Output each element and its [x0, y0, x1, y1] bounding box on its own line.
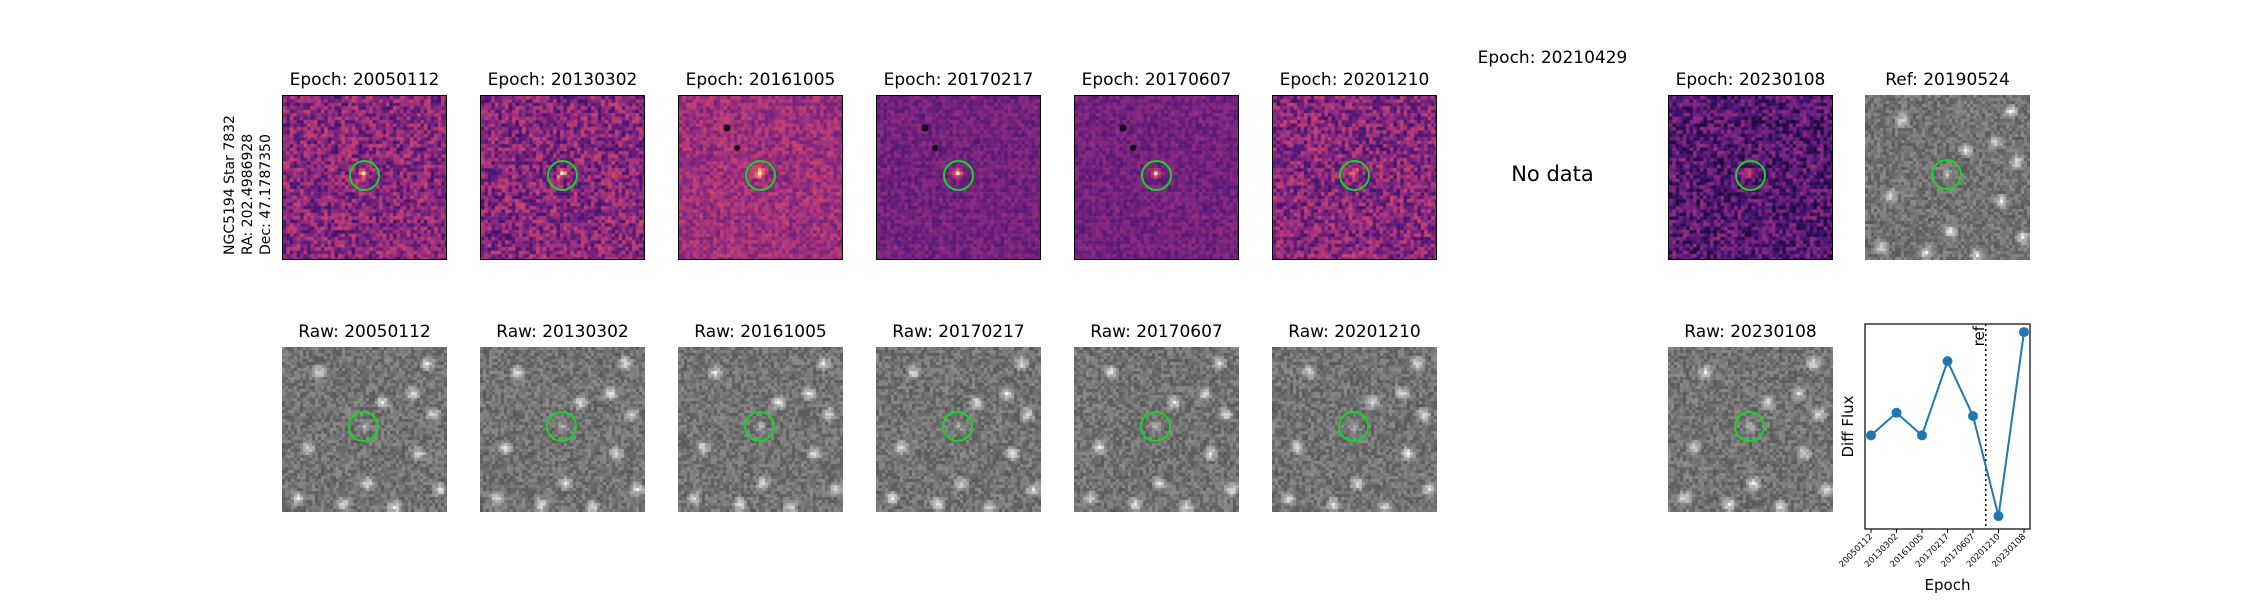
star-dec-text: Dec: 47.1787350	[258, 134, 274, 255]
diff-title-3: Epoch: 20161005	[685, 70, 836, 90]
raw-title-4: Raw: 20170217	[892, 322, 1025, 342]
target-circle	[745, 160, 776, 191]
raw-image-6	[1272, 347, 1437, 512]
star-name-text: NGC5194 Star 7832	[222, 115, 238, 255]
ref-image	[1865, 95, 2030, 260]
target-circle	[943, 160, 974, 191]
diff-image-5	[1074, 95, 1239, 260]
raw-title-7: Raw: 20230108	[1684, 322, 1817, 342]
diff-image-4	[876, 95, 1041, 260]
target-circle	[1931, 159, 1962, 190]
diff-image-1	[282, 95, 447, 260]
raw-image-2	[480, 347, 645, 512]
target-circle	[744, 411, 775, 442]
target-circle	[348, 411, 379, 442]
star-info-label: NGC5194 Star 7832 RA: 202.4986928 Dec: 4…	[222, 115, 274, 280]
raw-title-3: Raw: 20161005	[694, 322, 827, 342]
ref-title: Ref: 20190524	[1885, 70, 2010, 90]
target-circle	[1141, 160, 1172, 191]
plot-frame	[1864, 323, 2031, 530]
target-circle	[1338, 411, 1369, 442]
diff-title-6: Epoch: 20201210	[1279, 70, 1430, 90]
diff-title-8: Epoch: 20230108	[1675, 70, 1826, 90]
raw-image-7	[1668, 347, 1833, 512]
data-point	[1866, 430, 1876, 441]
raw-image-3	[678, 347, 843, 512]
no-data-label: No data	[1511, 162, 1594, 186]
diff-image-3	[678, 95, 843, 260]
target-circle	[547, 160, 578, 191]
data-point	[1993, 511, 2004, 522]
diff-title-2: Epoch: 20130302	[487, 70, 638, 90]
raw-title-5: Raw: 20170607	[1090, 322, 1223, 342]
data-point	[1942, 356, 1953, 367]
diff-image-6	[1272, 95, 1437, 260]
diff-image-8	[1668, 95, 1833, 260]
raw-title-2: Raw: 20130302	[496, 322, 629, 342]
data-point	[1891, 407, 1902, 418]
target-circle	[1734, 411, 1765, 442]
data-point	[1917, 430, 1927, 441]
x-axis-label: Epoch	[1925, 576, 1971, 594]
light-curve-chart: ref2005011220130302201610052017021720170…	[1837, 323, 2031, 594]
target-circle	[349, 160, 380, 191]
diff-image-2	[480, 95, 645, 260]
y-axis-label: Diff Flux	[1839, 395, 1857, 457]
raw-image-1	[282, 347, 447, 512]
reference-label: ref	[1970, 325, 1988, 346]
target-circle	[546, 411, 577, 442]
diff-title-4: Epoch: 20170217	[883, 70, 1034, 90]
raw-image-5	[1074, 347, 1239, 512]
raw-title-6: Raw: 20201210	[1288, 322, 1421, 342]
diff-title-5: Epoch: 20170607	[1081, 70, 1232, 90]
raw-image-4	[876, 347, 1041, 512]
data-point	[1968, 411, 1978, 422]
data-point	[2019, 327, 2029, 338]
raw-title-1: Raw: 20050112	[298, 322, 431, 342]
diff-title-7: Epoch: 20210429	[1477, 48, 1628, 68]
target-circle	[1735, 160, 1766, 191]
star-ra-text: RA: 202.4986928	[240, 133, 256, 255]
diff-title-1: Epoch: 20050112	[289, 70, 440, 90]
target-circle	[1339, 160, 1370, 191]
target-circle	[942, 411, 973, 442]
target-circle	[1140, 411, 1171, 442]
